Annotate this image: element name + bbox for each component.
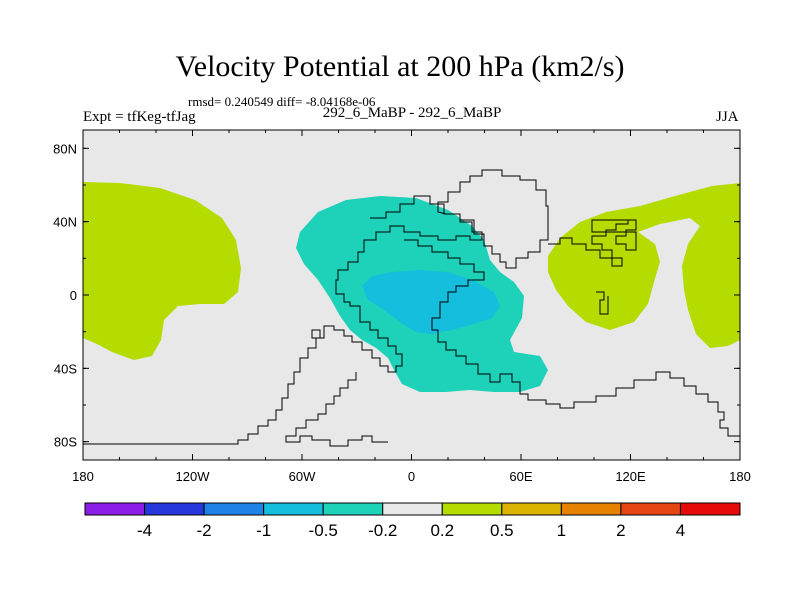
colorbar-swatch bbox=[501, 502, 562, 516]
colorbar-label: 4 bbox=[676, 521, 685, 540]
y-tick-label: 80S bbox=[54, 435, 77, 450]
colorbar-swatch bbox=[144, 502, 205, 516]
x-tick-label: 60E bbox=[509, 469, 532, 484]
coastline-islands bbox=[311, 329, 321, 339]
x-tick-label: 0 bbox=[408, 469, 415, 484]
y-axis: 80N 40N 0 40S 80S bbox=[53, 141, 740, 450]
x-axis: 180 120W 60W 0 60E 120E 180 bbox=[72, 130, 751, 484]
coastline-greenland bbox=[437, 169, 549, 269]
colorbar-swatch bbox=[322, 502, 384, 516]
colorbar-swatch bbox=[84, 502, 146, 516]
colorbar: -4 -2 -1 -0.5 -0.2 0.2 0.5 1 2 4 bbox=[84, 502, 741, 540]
colorbar-swatch bbox=[679, 502, 741, 516]
case-label: 292_6_MaBP - 292_6_MaBP bbox=[322, 105, 502, 121]
coastline-southern-cone bbox=[285, 372, 388, 447]
colorbar-label: -1 bbox=[256, 521, 271, 540]
colorbar-label: 0.2 bbox=[430, 521, 454, 540]
colorbar-swatch bbox=[203, 502, 265, 516]
y-tick-label: 80N bbox=[53, 141, 77, 156]
colorbar-label: 0.5 bbox=[490, 521, 514, 540]
coastlines bbox=[83, 169, 740, 447]
colorbar-label: -0.2 bbox=[368, 521, 397, 540]
colorbar-label: 1 bbox=[557, 521, 566, 540]
colorbar-swatch bbox=[620, 502, 681, 516]
x-tick-label: 180 bbox=[72, 469, 94, 484]
x-tick-label: 60W bbox=[289, 469, 316, 484]
colorbar-label: -2 bbox=[197, 521, 212, 540]
colorbar-swatch bbox=[441, 502, 503, 516]
y-tick-label: 40N bbox=[53, 215, 77, 230]
colorbar-swatch bbox=[263, 502, 324, 516]
coastline-india bbox=[596, 291, 609, 315]
x-tick-label: 120W bbox=[176, 469, 211, 484]
y-tick-label: 40S bbox=[54, 361, 77, 376]
coastline-asia bbox=[548, 219, 637, 267]
x-tick-label: 120E bbox=[615, 469, 646, 484]
season-label: JJA bbox=[716, 109, 739, 125]
coastline-americas bbox=[83, 195, 483, 445]
x-tick-label: 180 bbox=[729, 469, 751, 484]
colorbar-label: -4 bbox=[137, 521, 152, 540]
colorbar-swatch bbox=[560, 502, 622, 516]
asia-positive-region bbox=[548, 183, 740, 348]
y-tick-label: 0 bbox=[70, 288, 77, 303]
rmsd-diff-label: rmsd= 0.240549 diff= -8.04168e-06 bbox=[188, 94, 376, 109]
colorbar-label: -0.5 bbox=[309, 521, 338, 540]
pacific-positive-region bbox=[83, 182, 241, 360]
colorbar-label: 2 bbox=[616, 521, 625, 540]
chart-title: Velocity Potential at 200 hPa (km2/s) bbox=[175, 50, 625, 83]
colorbar-swatch bbox=[382, 502, 443, 516]
experiment-label: Expt = tfKeg-tfJag bbox=[83, 109, 196, 125]
coastline-africa bbox=[404, 239, 740, 437]
